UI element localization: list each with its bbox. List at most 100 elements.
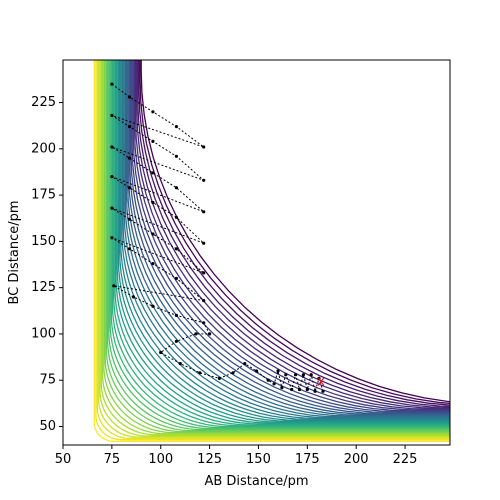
contour-line [98, 60, 450, 438]
x-tick-label: 150 [246, 452, 271, 467]
trajectory-point [110, 236, 114, 240]
trajectory-point [174, 247, 178, 251]
contour-line [101, 60, 450, 435]
trajectory-point [174, 313, 178, 317]
contour-line [128, 60, 450, 415]
trajectory-point [313, 389, 317, 393]
trajectory-point [301, 373, 305, 377]
y-tick-label: 75 [39, 373, 56, 388]
trajectory-point [317, 376, 321, 380]
contour-line [123, 60, 450, 418]
trajectory-point [151, 304, 155, 308]
x-axis-ticks: 50 75 100 125 150 175 200 225 [55, 445, 417, 467]
trajectory-point [110, 175, 114, 179]
trajectory-point [202, 241, 206, 245]
axes-frame [62, 59, 451, 446]
trajectory-point [174, 215, 178, 219]
y-axis-ticks: 50 75 100 125 150 175 200 225 [31, 95, 63, 434]
end-marker: x [317, 375, 325, 390]
trajectory-point [217, 376, 221, 380]
y-tick-label: 175 [31, 188, 56, 203]
contour-line [132, 60, 450, 411]
contour-line [116, 60, 450, 423]
trajectory-point [151, 232, 155, 236]
marker-layer: x [317, 375, 325, 390]
trajectory-point [174, 154, 178, 158]
trajectory-point [174, 186, 178, 190]
x-tick-label: 50 [55, 452, 72, 467]
contour-line [134, 60, 450, 410]
trajectory-point [127, 186, 132, 190]
contour-line [127, 60, 450, 415]
trajectory-point [272, 382, 276, 386]
contour-line [124, 60, 450, 417]
contour-line [110, 60, 450, 428]
trajectory-point [266, 378, 270, 382]
contour-line [133, 60, 450, 410]
trajectory-path [110, 82, 325, 394]
trajectory-point [202, 299, 206, 303]
y-tick-label: 125 [31, 280, 56, 295]
contour-line [113, 60, 450, 426]
trajectory-point [178, 362, 182, 366]
trajectory-point [198, 371, 202, 375]
y-tick-label: 100 [31, 326, 56, 341]
trajectory-point [127, 125, 132, 129]
trajectory-point [110, 145, 114, 149]
contour-line [95, 60, 450, 441]
x-tick-label: 75 [104, 452, 121, 467]
contour-line [108, 60, 450, 430]
trajectory-point [151, 139, 155, 143]
trajectory-point [284, 373, 288, 377]
y-axis-label: BC Distance/pm [7, 200, 22, 304]
contour-line [100, 60, 450, 436]
contour-line [117, 60, 450, 422]
contour-line [140, 60, 450, 403]
trajectory-point [202, 321, 206, 325]
x-tick-label: 200 [344, 452, 369, 467]
trajectory-point [174, 339, 178, 343]
trajectory-point [151, 200, 155, 205]
contour-line [105, 60, 450, 432]
trajectory-point [174, 125, 178, 129]
trajectory-point [243, 362, 247, 366]
contour-line [122, 60, 450, 419]
contour-lines [93, 60, 450, 442]
contour-line [137, 60, 450, 408]
trajectory-point [280, 386, 284, 390]
trajectory-point [202, 210, 206, 214]
contour-line [125, 60, 450, 416]
contour-line [96, 60, 450, 439]
contour-line [136, 60, 450, 409]
contour-line [103, 60, 450, 434]
y-tick-label: 50 [39, 419, 56, 434]
trajectory-point [151, 171, 155, 175]
x-tick-label: 125 [197, 452, 222, 467]
x-tick-label: 175 [295, 452, 320, 467]
trajectory-point [321, 389, 325, 393]
plot-area: x [62, 59, 451, 446]
trajectory-point [231, 371, 235, 375]
y-tick-label: 150 [31, 234, 56, 249]
trajectory-point [194, 332, 198, 336]
x-tick-label: 100 [148, 452, 173, 467]
contour-line [111, 60, 450, 427]
y-tick-label: 200 [31, 141, 56, 156]
trajectory-point [151, 262, 155, 266]
trajectory-point [110, 206, 114, 210]
trajectory-point [131, 295, 135, 299]
contour-line [109, 60, 450, 429]
trajectory-point [202, 271, 206, 275]
trajectory-point [127, 217, 132, 221]
trajectory-point [127, 95, 132, 99]
trajectory-point [202, 145, 206, 149]
contour-line [114, 60, 450, 425]
trajectory-point [159, 350, 163, 355]
contour-line [104, 60, 450, 433]
trajectory-point [290, 387, 294, 392]
y-tick-label: 225 [31, 95, 56, 110]
contour-line [120, 60, 450, 421]
contour-line [93, 60, 450, 442]
contour-line [106, 60, 450, 431]
